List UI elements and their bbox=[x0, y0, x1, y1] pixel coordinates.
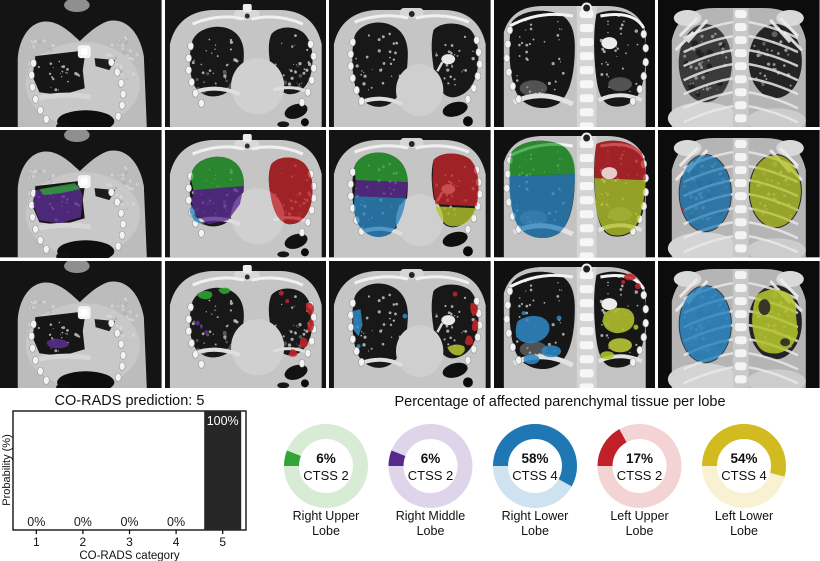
donut-chart-right-upper-lobe: 6% CTSS 2 bbox=[284, 424, 368, 508]
donut-track bbox=[284, 424, 368, 508]
x-tick-label: 2 bbox=[80, 535, 87, 549]
ct-slice-lobe-segmentation-overlay-1 bbox=[0, 130, 162, 258]
donut-percent-label: 54% bbox=[730, 451, 757, 466]
y-axis-label: Probability (%) bbox=[1, 434, 13, 506]
ct-slice-original-ct-3 bbox=[329, 0, 491, 128]
ct-slice-abnormality-segmentation-overlay-4 bbox=[493, 260, 656, 388]
bar-corads-5 bbox=[204, 411, 242, 530]
donut-percent-label: 58% bbox=[521, 451, 548, 466]
donut-arc bbox=[702, 424, 786, 508]
donut-arc bbox=[493, 424, 577, 508]
donut-lobe-label-line1: Right Lower bbox=[502, 509, 569, 523]
x-axis-label: CO-RADS category bbox=[79, 550, 180, 561]
donut-lobe-label-line2: Lobe bbox=[312, 524, 340, 538]
donut-ctss-label: CTSS 2 bbox=[303, 468, 349, 483]
donut-arc bbox=[284, 424, 368, 508]
ct-slice-original-ct-2 bbox=[164, 0, 327, 128]
bar-value-label: 0% bbox=[74, 515, 92, 529]
ct-slice-lobe-segmentation-overlay-2 bbox=[164, 130, 327, 258]
donut-arc bbox=[388, 424, 473, 508]
ct-image-grid bbox=[0, 0, 820, 388]
ct-slice-lobe-segmentation-overlay-4 bbox=[493, 130, 656, 258]
ct-slice-abnormality-segmentation-overlay-3 bbox=[329, 260, 491, 388]
donut-lobe-label-line2: Lobe bbox=[417, 524, 445, 538]
x-tick-label: 3 bbox=[126, 535, 133, 549]
donut-chart-left-upper-lobe: 17% CTSS 2 bbox=[597, 424, 682, 508]
ct-slice-lobe-segmentation-overlay-3 bbox=[329, 130, 491, 258]
donut-percent-label: 17% bbox=[626, 451, 653, 466]
donut-lobe-label-line1: Left Lower bbox=[715, 509, 773, 523]
donut-chart-right-middle-lobe: 6% CTSS 2 bbox=[388, 424, 473, 508]
ct-slice-abnormality-segmentation-overlay-2 bbox=[164, 260, 327, 388]
donut-chart-left-lower-lobe: 54% CTSS 4 bbox=[702, 424, 786, 508]
ctss-donut-panel: Percentage of affected parenchymal tissu… bbox=[284, 394, 786, 538]
x-tick-label: 5 bbox=[219, 535, 226, 549]
x-tick-label: 4 bbox=[173, 535, 180, 549]
donut-percent-label: 6% bbox=[421, 451, 441, 466]
bar-value-label: 0% bbox=[120, 515, 138, 529]
ct-slice-original-ct-4 bbox=[493, 0, 656, 128]
ct-slice-abnormality-segmentation-overlay-1 bbox=[0, 260, 162, 388]
donut-lobe-label-line2: Lobe bbox=[730, 524, 758, 538]
donut-track bbox=[388, 424, 473, 508]
bar-value-label: 0% bbox=[167, 515, 185, 529]
bar-value-label: 100% bbox=[207, 414, 239, 428]
donut-ctss-label: CTSS 4 bbox=[721, 468, 767, 483]
donut-lobe-label-line1: Left Upper bbox=[610, 509, 668, 523]
donut-ctss-label: CTSS 2 bbox=[408, 468, 454, 483]
ctss-panel-title: Percentage of affected parenchymal tissu… bbox=[394, 394, 725, 410]
donut-ctss-label: CTSS 4 bbox=[512, 468, 558, 483]
bar-value-label: 0% bbox=[27, 515, 45, 529]
donut-ctss-label: CTSS 2 bbox=[617, 468, 663, 483]
corads-chart-title: CO-RADS prediction: 5 bbox=[55, 393, 205, 409]
ct-slice-lobe-segmentation-overlay-5 bbox=[658, 130, 820, 258]
ct-slice-abnormality-segmentation-overlay-5 bbox=[658, 260, 820, 388]
donut-lobe-label-line1: Right Upper bbox=[293, 509, 360, 523]
x-tick-label: 1 bbox=[33, 535, 40, 549]
donut-lobe-label-line1: Right Middle bbox=[396, 509, 466, 523]
donut-chart-right-lower-lobe: 58% CTSS 4 bbox=[493, 424, 577, 508]
ct-slice-original-ct-5 bbox=[658, 0, 820, 128]
donut-arc bbox=[597, 424, 682, 508]
ct-slice-original-ct-1 bbox=[0, 0, 162, 128]
donut-lobe-label-line2: Lobe bbox=[521, 524, 549, 538]
donut-percent-label: 6% bbox=[316, 451, 336, 466]
corads-bar-chart: CO-RADS prediction: 5 0% 1 0% 2 0% 3 0% 4 100% 5 CO… bbox=[1, 393, 247, 561]
donut-lobe-label-line2: Lobe bbox=[626, 524, 654, 538]
